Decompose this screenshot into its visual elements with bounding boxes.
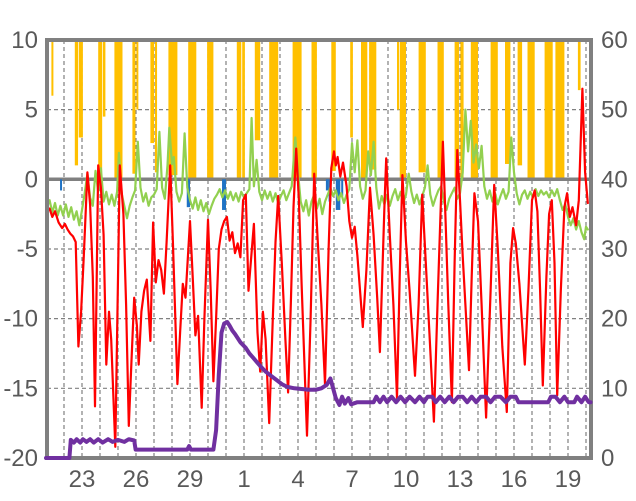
sunshine-bar (78, 42, 83, 138)
x-axis-tick-label: 23 (69, 466, 96, 493)
sunshine-bar (454, 42, 460, 180)
sunshine-bar (544, 42, 553, 180)
right-axis-tick-label: 60 (601, 27, 628, 54)
left-axis-tick-label: 10 (11, 27, 38, 54)
x-axis-tick-label: 1 (237, 466, 250, 493)
left-axis-tick-label: 5 (25, 97, 38, 124)
x-axis-tick-label: 16 (501, 466, 528, 493)
precipitation-bar (325, 179, 329, 191)
left-axis-tick-label: -15 (3, 375, 38, 402)
temperature-line (45, 87, 589, 448)
sunshine-bar (527, 42, 535, 180)
sunshine-bar (577, 42, 581, 91)
sunshine-bar (397, 42, 399, 110)
sunshine-bar (242, 42, 245, 180)
sunshine-bar (236, 42, 242, 180)
precipitation-bar (60, 179, 63, 191)
x-axis-tick-label: 13 (447, 466, 474, 493)
sunshine-bar (555, 42, 565, 180)
right-axis-tick-label: 40 (601, 166, 628, 193)
sunshine-bar (470, 42, 478, 180)
sunshine-bar (269, 42, 279, 180)
sunshine-bar (154, 42, 158, 173)
sunshine-bar (136, 42, 139, 110)
x-axis-tick-label: 19 (555, 466, 582, 493)
sunshine-bar (254, 42, 261, 141)
right-axis-tick-label: 50 (601, 97, 628, 124)
sunshine-bar (114, 42, 123, 178)
plot-border (45, 38, 593, 460)
sunshine-bar (311, 42, 317, 180)
snow-depth-line (44, 320, 593, 460)
left-axis-tick-label: -5 (17, 236, 38, 263)
sunshine-bar (399, 42, 406, 180)
sunshine-bar (74, 42, 79, 166)
sunshine-bar (369, 42, 377, 170)
sunshine-bar (98, 42, 103, 173)
left-axis-tick-label: 0 (25, 166, 38, 193)
sunshine-bar (490, 42, 498, 180)
right-axis-tick-label: 20 (601, 306, 628, 333)
sunshine-bar (517, 42, 523, 166)
left-axis-tick-label: -20 (3, 445, 38, 472)
right-axis-tick-label: 0 (601, 445, 614, 472)
sunshine-bar (292, 42, 302, 180)
sunshine-bar (207, 42, 214, 180)
sunshine-bar (132, 42, 136, 174)
x-axis-tick-label: 29 (177, 466, 204, 493)
right-axis-tick-label: 30 (601, 236, 628, 263)
x-axis-tick-label: 10 (393, 466, 420, 493)
sunshine-bar (460, 42, 464, 180)
sunshine-bar (51, 42, 54, 96)
sunshine-bar (418, 42, 426, 173)
x-axis-tick-label: 4 (291, 466, 304, 493)
sunshine-bar (331, 42, 336, 171)
sunshine-bar (102, 42, 106, 117)
sunshine-bar (150, 42, 154, 144)
sunshine-bar (437, 42, 444, 180)
sunshine-bar (505, 42, 511, 164)
x-axis-tick-label: 7 (345, 466, 358, 493)
sunshine-bar (361, 42, 368, 180)
sunshine-bar (168, 42, 178, 176)
left-axis-tick-label: -10 (3, 306, 38, 333)
precipitation-bar (341, 179, 344, 197)
sunshine-bar (188, 42, 197, 180)
right-axis-tick-label: 10 (601, 375, 628, 402)
x-axis-tick-label: 26 (123, 466, 150, 493)
sunshine-bar (350, 42, 353, 138)
